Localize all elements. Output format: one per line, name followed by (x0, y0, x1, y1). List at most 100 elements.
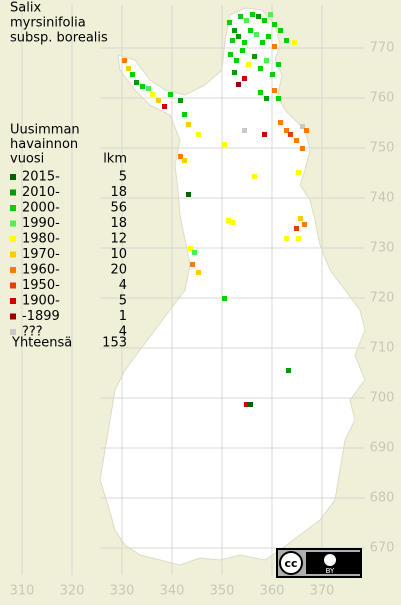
legend-label: 2015- (22, 170, 60, 185)
legend-label: 2010- (22, 185, 60, 200)
occurrence (300, 146, 305, 151)
occurrence (178, 154, 183, 159)
legend-swatch (10, 236, 16, 242)
occurrence (192, 250, 197, 255)
grid: 770 760 750 740 730 720 710 700 690 680 670 310 320 3… (10, 5, 395, 599)
x-grid-label: 350 (210, 584, 235, 599)
y-grid-label: 690 (370, 441, 395, 456)
legend-label: 1980- (22, 232, 60, 247)
by-icon (324, 554, 336, 566)
legend-count: 5 (119, 170, 127, 185)
title-line: Salix (10, 1, 41, 16)
legend-swatch (10, 174, 16, 180)
y-grid-label: 740 (370, 191, 395, 206)
occurrence (182, 112, 187, 117)
occurrence (236, 34, 241, 39)
occurrence (130, 72, 135, 77)
occurrence (276, 62, 281, 67)
legend-swatch (10, 251, 16, 258)
occurrence (196, 270, 201, 275)
cc-text: cc (284, 557, 297, 570)
occurrence (134, 80, 139, 85)
occurrence (298, 216, 303, 221)
occurrence (240, 48, 245, 53)
occurrence (264, 58, 269, 63)
legend-label: -1899 (22, 309, 60, 324)
x-grid-label: 370 (310, 584, 335, 599)
legend-swatch (10, 220, 16, 227)
legend-swatch (10, 329, 16, 335)
occurrence (122, 58, 127, 63)
occurrence (228, 52, 233, 57)
occurrence (244, 18, 249, 23)
occurrence (230, 38, 235, 43)
occurrence (162, 104, 167, 109)
occurrence (248, 28, 253, 33)
occurrence (286, 368, 291, 373)
occurrence (294, 138, 299, 143)
occurrence (300, 124, 305, 129)
occurrence (258, 66, 263, 71)
land (99, 7, 366, 566)
legend-count-header: lkm (103, 152, 127, 167)
occurrence (168, 92, 173, 97)
occurrence (244, 402, 249, 407)
legend-count: 18 (110, 216, 127, 231)
occurrence (304, 128, 309, 133)
occurrence (182, 158, 187, 163)
occurrence (226, 218, 231, 223)
legend-swatch (10, 282, 16, 289)
legend-count: 4 (119, 278, 127, 293)
y-grid-label: 680 (370, 491, 395, 506)
x-grid-label: 340 (160, 584, 185, 599)
y-grid-label: 720 (370, 291, 395, 306)
occurrence (272, 44, 277, 49)
occurrence (296, 170, 301, 175)
occurrence (232, 70, 237, 75)
legend-header: vuosi (10, 152, 44, 167)
occurrence (238, 14, 243, 19)
occurrence (188, 246, 193, 251)
occurrence (250, 12, 255, 17)
occurrence (126, 66, 131, 71)
legend-swatch (10, 313, 16, 320)
y-grid-label: 770 (370, 41, 395, 56)
occurrence (252, 54, 257, 59)
occurrence (264, 96, 269, 101)
legend-count: 18 (110, 185, 127, 200)
occurrence (276, 96, 281, 101)
by-text: BY (326, 567, 335, 575)
occurrence (302, 222, 307, 227)
occurrence (234, 58, 239, 63)
x-grid-label: 310 (10, 584, 35, 599)
occurrence (296, 236, 301, 241)
occurrence (190, 262, 195, 267)
x-grid-label: 330 (110, 584, 135, 599)
title-line: subsp. borealis (10, 31, 108, 46)
title-line: myrsinifolia (10, 16, 86, 31)
x-grid-label: 360 (260, 584, 285, 599)
occurrence (252, 174, 257, 179)
occurrence (266, 34, 271, 39)
legend-swatch (10, 205, 16, 211)
occurrence (288, 132, 293, 137)
occurrence (186, 122, 191, 127)
occurrence (284, 38, 289, 43)
y-grid-label: 700 (370, 391, 395, 406)
x-grid-label: 320 (60, 584, 85, 599)
y-grid-label: 730 (370, 241, 395, 256)
occurrence (284, 236, 289, 241)
occurrence (246, 62, 251, 67)
occurrence (262, 18, 267, 23)
occurrence (156, 98, 161, 103)
total-label: Yhteensä (11, 336, 72, 351)
occurrence (284, 128, 289, 133)
legend-count: 4 (119, 325, 127, 340)
legend-count: 5 (119, 294, 127, 309)
occurrence (254, 32, 259, 37)
occurrence (242, 128, 247, 133)
occurrence (272, 88, 277, 93)
occurrence (242, 40, 247, 45)
occurrence (230, 220, 235, 225)
